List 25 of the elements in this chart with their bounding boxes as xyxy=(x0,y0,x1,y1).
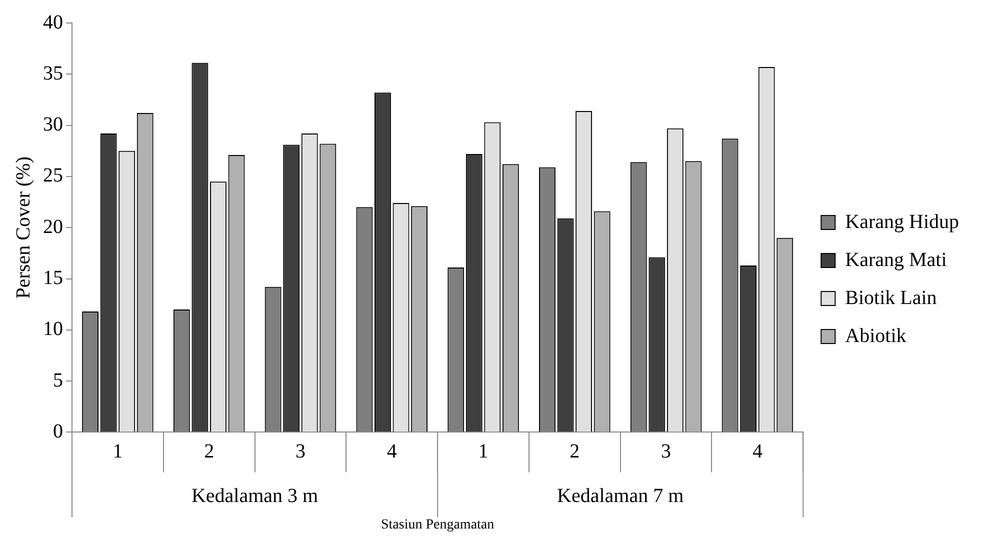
y-tick-label: 30 xyxy=(43,114,63,136)
text: Kedalaman 7 m xyxy=(557,484,684,507)
y-tick-label: 25 xyxy=(43,164,63,187)
legend-label: Biotik Lain xyxy=(845,286,937,309)
x-tick-label: 2 xyxy=(204,440,214,462)
y-tick-label: 5 xyxy=(53,369,63,392)
legend-label: Karang Mati xyxy=(845,248,948,271)
x-tick-label: 4 xyxy=(386,440,397,462)
legend-label: Karang Hidup xyxy=(845,210,959,233)
y-tick-label: 10 xyxy=(43,318,63,340)
legend-label: Abiotik xyxy=(845,324,906,347)
y-tick-label: 15 xyxy=(43,267,63,289)
y-axis-title: Persen Cover (%) xyxy=(12,156,34,299)
x-tick-label: 4 xyxy=(752,440,762,462)
y-tick-label: 0 xyxy=(53,420,63,442)
y-tick-label: 35 xyxy=(43,62,63,84)
x-tick-label: 3 xyxy=(661,440,672,462)
x-tick-label: 1 xyxy=(478,440,488,462)
y-tick-label: 40 xyxy=(43,11,63,34)
x-axis-title: Stasiun Pengamatan xyxy=(380,517,494,532)
x-tick-label: 3 xyxy=(295,440,306,462)
x-tick-label: 2 xyxy=(570,440,580,462)
text: Kedalaman 3 m xyxy=(191,484,319,507)
y-tick-label: 20 xyxy=(43,216,63,238)
x-tick-label: 1 xyxy=(112,440,123,462)
